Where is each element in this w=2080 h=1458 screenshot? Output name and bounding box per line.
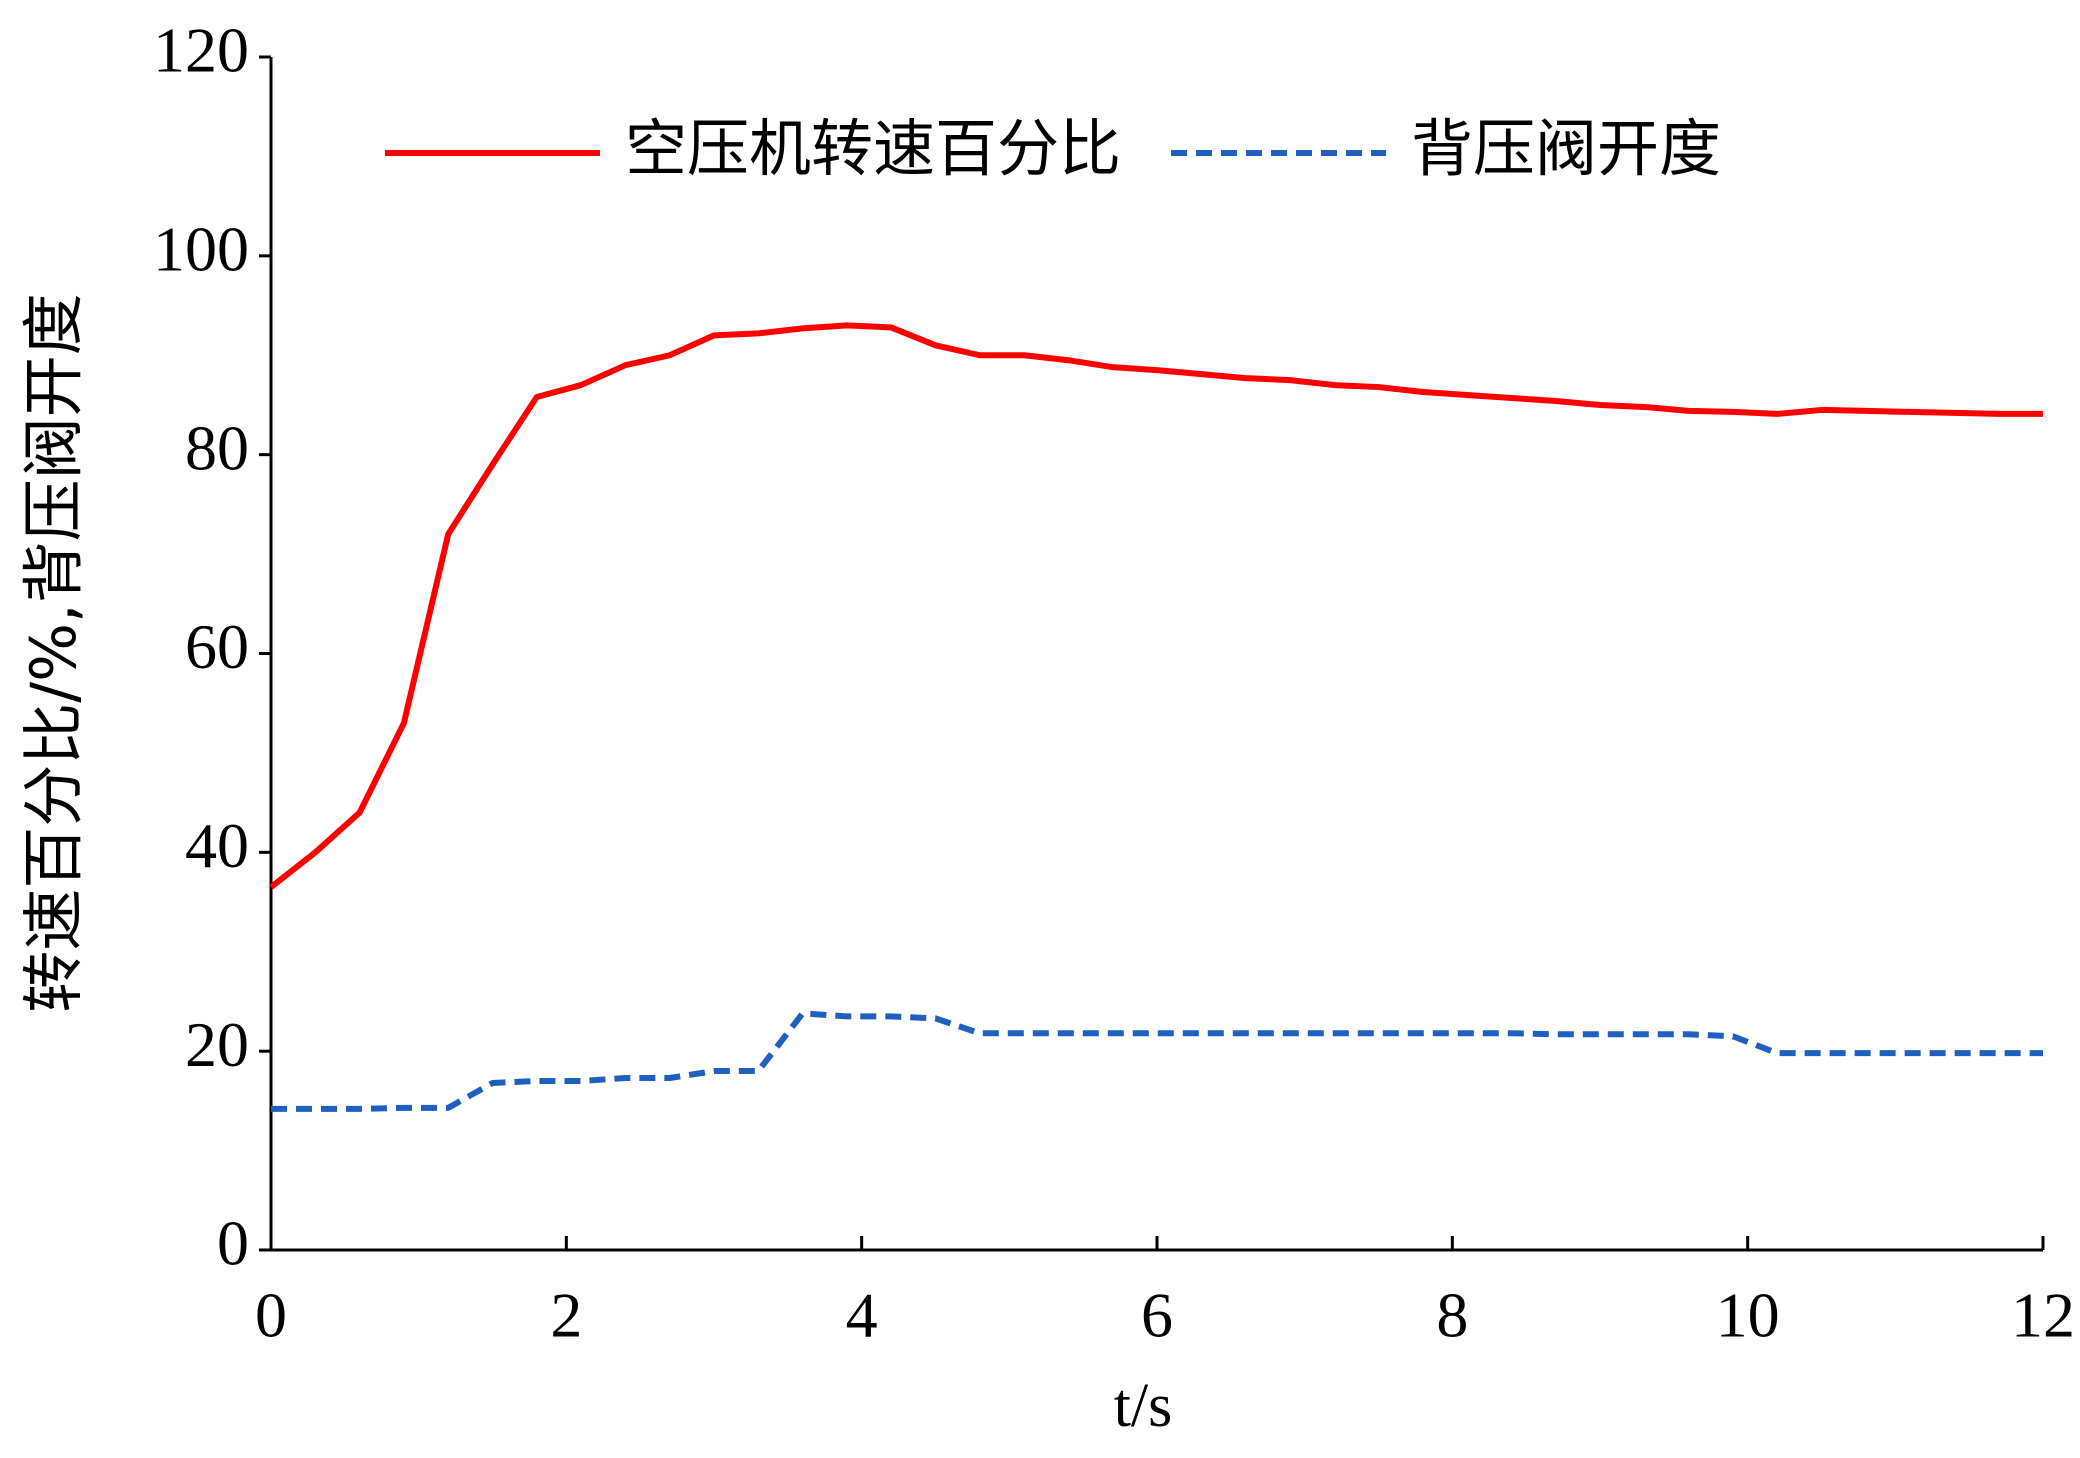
y-tick-label: 20 bbox=[185, 1009, 249, 1080]
y-tick-label: 120 bbox=[153, 15, 249, 86]
x-tick-label: 4 bbox=[846, 1280, 878, 1351]
y-tick-label: 60 bbox=[185, 611, 249, 682]
x-tick-label: 2 bbox=[550, 1280, 582, 1351]
legend-label: 空压机转速百分比 bbox=[625, 112, 1121, 185]
x-tick-label: 8 bbox=[1436, 1280, 1468, 1351]
x-axis-label: t/s bbox=[1114, 1372, 1173, 1440]
y-axis-label: 转速百分比/%,背压阀开度 bbox=[17, 293, 90, 1013]
y-tick-label: 100 bbox=[153, 214, 249, 285]
x-tick-label: 10 bbox=[1716, 1280, 1780, 1351]
y-tick-label: 0 bbox=[217, 1208, 249, 1279]
x-tick-label: 6 bbox=[1141, 1280, 1173, 1351]
x-tick-label: 0 bbox=[255, 1280, 287, 1351]
legend-label: 背压阀开度 bbox=[1411, 112, 1721, 185]
series-line bbox=[271, 1010, 2043, 1112]
series-line bbox=[269, 322, 2043, 890]
y-tick-label: 40 bbox=[185, 810, 249, 881]
x-tick-label: 12 bbox=[2011, 1280, 2075, 1351]
y-tick-label: 80 bbox=[185, 412, 249, 483]
